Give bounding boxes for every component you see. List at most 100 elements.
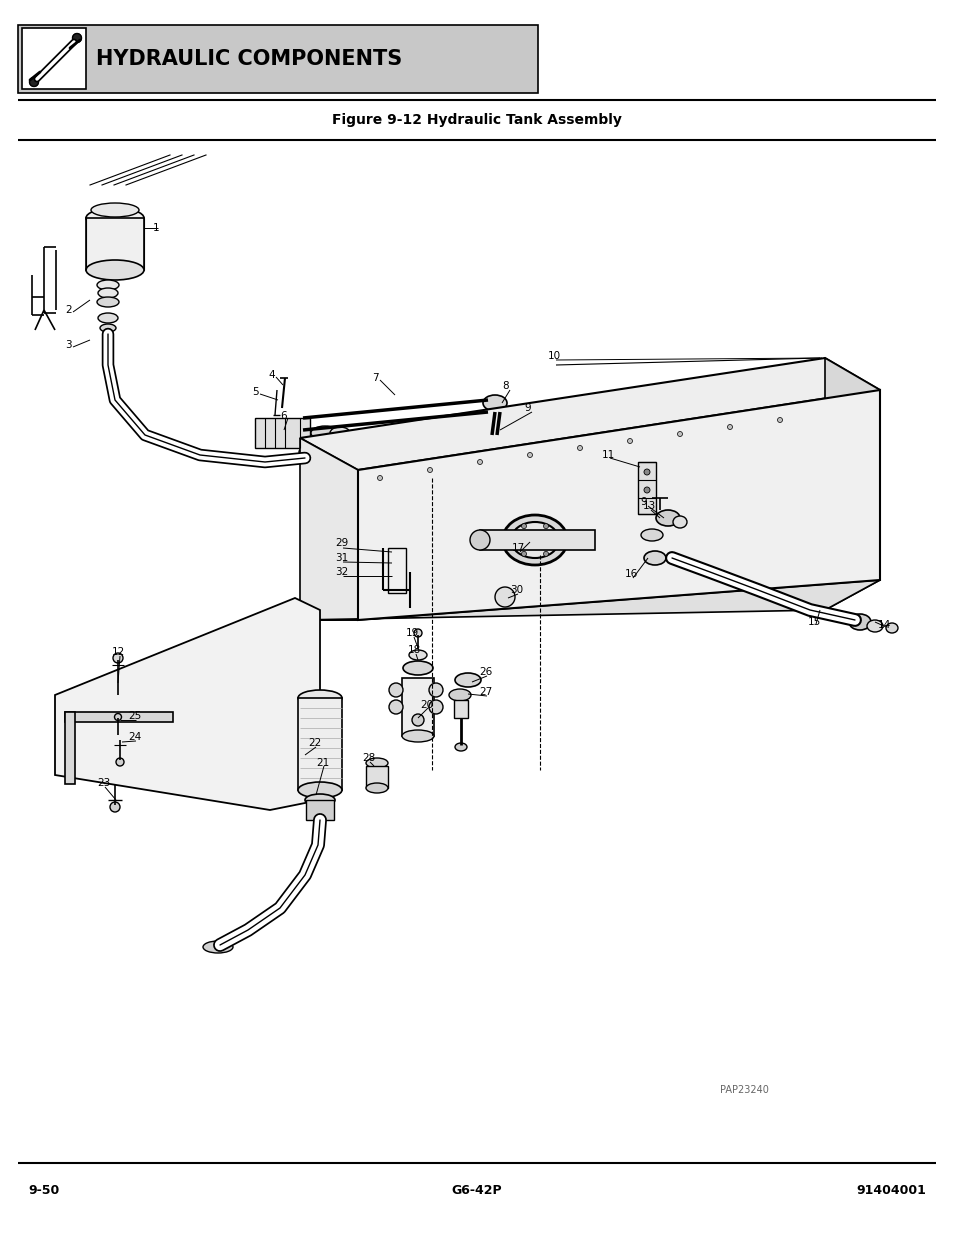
Ellipse shape [98,312,118,324]
Text: Figure 9-12 Hydraulic Tank Assembly: Figure 9-12 Hydraulic Tank Assembly [332,112,621,127]
Text: 7: 7 [372,373,378,383]
Ellipse shape [656,510,679,526]
Ellipse shape [86,261,144,280]
Circle shape [577,446,582,451]
Polygon shape [357,390,879,620]
Bar [388,548,406,593]
Text: 16: 16 [624,569,638,579]
Polygon shape [254,417,310,448]
Ellipse shape [478,438,511,452]
Text: PAP23240: PAP23240 [720,1086,768,1095]
Bar [65,713,172,722]
Circle shape [427,468,432,473]
Text: 11: 11 [601,450,615,459]
Text: 17: 17 [512,543,525,553]
Ellipse shape [305,794,335,806]
Text: 14: 14 [877,620,890,630]
Polygon shape [299,358,879,471]
Ellipse shape [97,280,119,290]
Ellipse shape [449,689,471,701]
Ellipse shape [401,730,434,742]
Ellipse shape [409,650,427,659]
Circle shape [116,758,124,766]
Circle shape [510,537,515,542]
Ellipse shape [297,690,341,706]
Circle shape [377,475,382,480]
Ellipse shape [502,515,567,564]
Ellipse shape [455,743,467,751]
Text: 26: 26 [478,667,492,677]
Circle shape [429,683,442,697]
Text: 27: 27 [478,687,492,697]
Circle shape [643,487,649,493]
Text: 6: 6 [280,411,286,421]
Ellipse shape [86,207,144,228]
Ellipse shape [91,203,139,217]
Bar [366,766,388,788]
Circle shape [389,700,402,714]
Bar [18,25,537,93]
Circle shape [412,714,423,726]
Ellipse shape [455,673,480,687]
Text: 10: 10 [547,351,560,361]
Ellipse shape [470,530,490,550]
Polygon shape [55,598,319,810]
Ellipse shape [482,395,506,411]
Circle shape [777,417,781,422]
Circle shape [477,459,482,464]
Text: 8: 8 [501,382,508,391]
Ellipse shape [98,288,118,298]
Bar [86,219,144,270]
Text: G6-42P: G6-42P [451,1183,502,1197]
Ellipse shape [297,782,341,798]
Ellipse shape [643,551,665,564]
Text: 30: 30 [510,585,522,595]
Text: 2: 2 [65,305,71,315]
Bar [22,28,86,89]
Text: 31: 31 [335,553,348,563]
Ellipse shape [203,941,233,953]
Ellipse shape [640,529,662,541]
Bar [297,698,341,790]
Circle shape [521,551,526,556]
Text: HYDRAULIC COMPONENTS: HYDRAULIC COMPONENTS [96,49,402,69]
Circle shape [643,469,649,475]
Circle shape [727,425,732,430]
Circle shape [554,537,558,542]
Text: 15: 15 [807,618,821,627]
Text: 24: 24 [128,732,141,742]
Circle shape [114,714,121,720]
Circle shape [71,33,82,43]
Bar [454,700,468,718]
Ellipse shape [885,622,897,634]
Circle shape [29,77,39,86]
Circle shape [110,802,120,811]
Ellipse shape [97,296,119,308]
Circle shape [414,629,421,637]
Ellipse shape [402,661,433,676]
Ellipse shape [366,758,388,768]
Text: 9: 9 [523,403,530,412]
Text: 13: 13 [642,501,656,511]
Bar [65,713,75,784]
Ellipse shape [866,620,882,632]
Ellipse shape [848,614,870,630]
Circle shape [543,524,548,529]
Bar [306,800,334,820]
Ellipse shape [511,522,558,558]
Text: 9-50: 9-50 [28,1183,59,1197]
Text: 9: 9 [639,496,646,508]
Ellipse shape [311,426,338,440]
Text: 1: 1 [152,224,159,233]
Polygon shape [299,580,879,620]
Bar [638,462,656,514]
Circle shape [543,551,548,556]
Ellipse shape [330,427,350,438]
Circle shape [389,683,402,697]
Text: 32: 32 [335,567,348,577]
Circle shape [627,438,632,443]
Circle shape [495,587,515,606]
Ellipse shape [298,446,320,458]
Circle shape [527,452,532,457]
Text: 91404001: 91404001 [855,1183,925,1197]
